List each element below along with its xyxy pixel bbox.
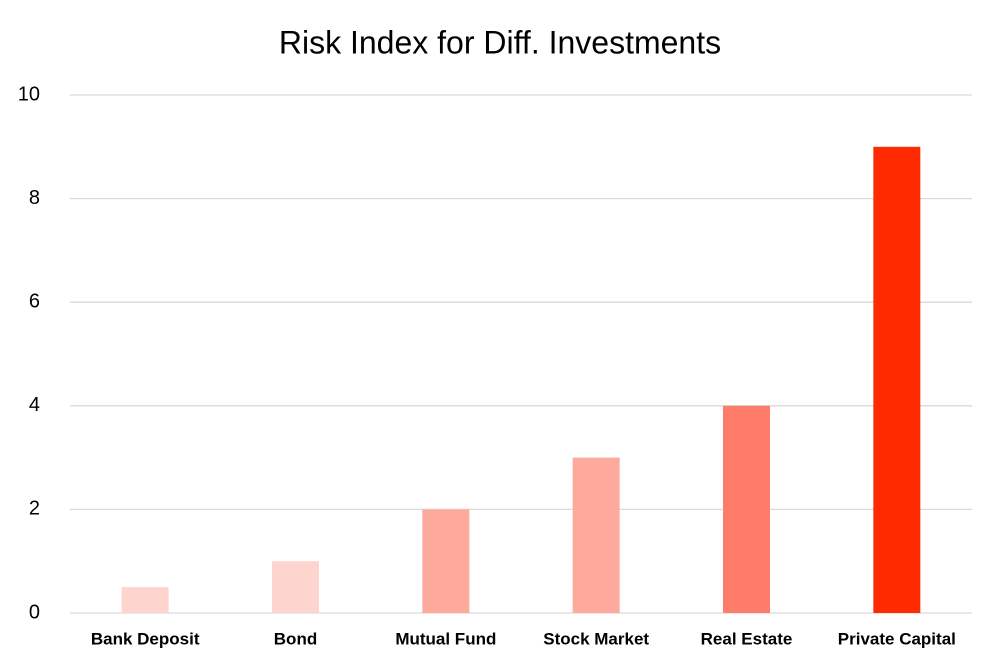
y-tick-label: 8 bbox=[29, 187, 40, 209]
y-tick-label: 2 bbox=[29, 498, 40, 520]
x-tick-label: Bond bbox=[274, 629, 317, 648]
x-tick-label: Private Capital bbox=[838, 629, 956, 648]
y-tick-label: 0 bbox=[29, 601, 40, 623]
bar bbox=[572, 457, 620, 613]
bar bbox=[272, 561, 319, 613]
bar bbox=[873, 146, 921, 614]
x-tick-label: Mutual Fund bbox=[395, 629, 496, 648]
bar bbox=[422, 509, 470, 613]
bar bbox=[723, 405, 770, 613]
y-tick-label: 4 bbox=[29, 394, 40, 416]
bar bbox=[121, 587, 169, 613]
x-tick-label: Stock Market bbox=[543, 629, 649, 648]
y-tick-label: 10 bbox=[18, 83, 40, 105]
y-tick-label: 6 bbox=[29, 290, 40, 312]
x-tick-label: Bank Deposit bbox=[91, 629, 200, 648]
x-tick-label: Real Estate bbox=[701, 629, 793, 648]
chart-title: Risk Index for Diff. Investments bbox=[279, 24, 721, 60]
